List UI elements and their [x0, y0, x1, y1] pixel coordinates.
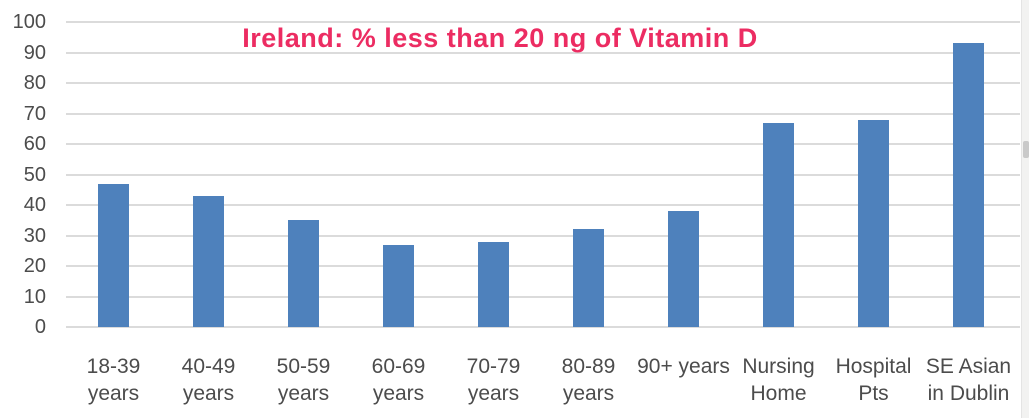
x-axis-category-label-line: SE Asian	[925, 355, 1012, 378]
x-axis-category-label-line: years	[467, 382, 520, 405]
gridline	[66, 295, 1020, 298]
bar	[858, 119, 889, 327]
x-axis-category-label: SE Asian in Dublin	[921, 353, 1016, 407]
gridline	[66, 82, 1020, 84]
bar	[478, 241, 509, 327]
bar	[953, 43, 984, 327]
y-axis-tick-label: 90	[23, 41, 46, 64]
y-axis-tick-label: 60	[23, 133, 46, 155]
x-axis-category-label-line: 50-59	[276, 355, 331, 378]
x-axis-category-label-line: years	[87, 382, 140, 405]
bar	[98, 183, 129, 327]
gridline	[66, 112, 1020, 115]
x-axis-category-label-line: 70-79	[466, 355, 521, 378]
x-axis-category-label: 70-79 years	[446, 353, 541, 407]
x-axis-category-label: 40-49 years	[161, 353, 256, 407]
chart-title: Ireland: % less than 20 ng of Vitamin D	[242, 23, 758, 53]
x-axis-category-label-line: 90+ years	[637, 355, 730, 378]
x-axis-category-label-line: Hospital	[835, 355, 912, 378]
y-axis-tick-label: 70	[23, 102, 46, 125]
x-axis-category-label: Hospital Pts	[826, 353, 921, 407]
y-axis-tick-label: 10	[23, 285, 46, 308]
y-axis-tick-label: 100	[12, 11, 46, 33]
x-axis-category-label: 18-39 years	[66, 353, 161, 407]
y-axis-tick-label: 50	[23, 163, 46, 186]
gridline	[66, 234, 1020, 237]
x-axis-category-label-line: 60-69	[371, 355, 426, 378]
y-axis-tick-label: 80	[23, 72, 46, 94]
bar	[193, 195, 224, 327]
x-axis-category-label-line: years	[562, 382, 615, 405]
x-axis-category-label-line: in Dublin	[927, 382, 1010, 405]
gridline	[66, 326, 1020, 328]
x-axis-category-label-line: 18-39	[86, 355, 141, 378]
x-axis-category-label-line: years	[182, 382, 235, 405]
gridline	[66, 265, 1020, 267]
bar	[383, 244, 414, 327]
x-axis-category-label-line: Pts	[858, 382, 889, 405]
x-axis-category-label-line: years	[277, 382, 330, 405]
x-axis-category-label-line: Home	[750, 382, 807, 405]
y-axis-tick-label: 30	[23, 224, 46, 247]
x-axis-category-label: Nursing Home	[731, 353, 826, 407]
bar	[288, 220, 319, 327]
scrollbar-track[interactable]	[1021, 0, 1029, 418]
gridline	[66, 143, 1020, 145]
scrollbar-thumb[interactable]	[1023, 141, 1029, 158]
x-axis-category-label-line: years	[372, 382, 425, 405]
plot-area	[66, 21, 1020, 328]
gridline	[66, 51, 1020, 54]
y-axis-tick-label: 20	[23, 255, 46, 277]
bar	[573, 229, 604, 327]
x-axis-category-label-line: 40-49	[181, 355, 236, 378]
bar	[668, 211, 699, 327]
x-axis-category-label: 50-59 years	[256, 353, 351, 407]
y-axis-tick-label: 0	[34, 316, 46, 338]
x-axis-category-label: 90+ years	[636, 353, 731, 407]
x-axis-category-label: 60-69 years	[351, 353, 446, 407]
gridline	[66, 204, 1020, 206]
x-axis-category-label: 80-89 years	[541, 353, 636, 407]
y-axis-tick-label: 40	[23, 194, 46, 216]
gridline	[66, 173, 1020, 176]
gridline	[66, 21, 1020, 23]
x-axis-category-label-line: 80-89	[561, 355, 616, 378]
bar	[763, 122, 794, 327]
x-axis-category-label-line: Nursing	[742, 355, 815, 378]
x-axis: 18-39 years 40-49 years 50-59 years 60-69 years…	[66, 353, 1016, 407]
